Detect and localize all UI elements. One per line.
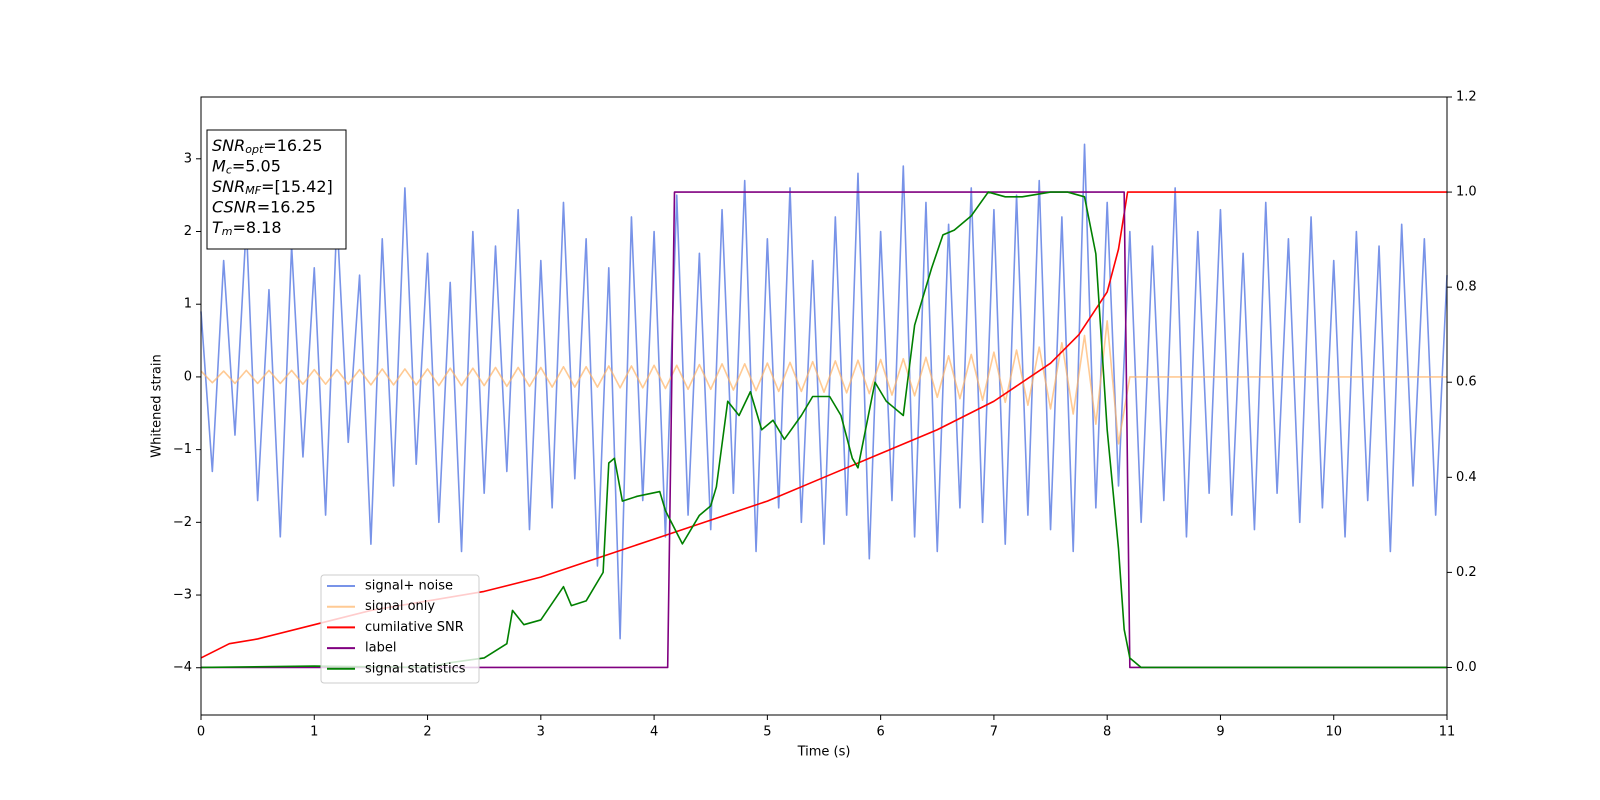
annotation-line: SNRopt=16.25 — [212, 136, 323, 157]
y2-tick-label: 1.2 — [1456, 90, 1477, 105]
annotation-symbol: T — [212, 218, 223, 237]
x-tick-label: 3 — [537, 725, 545, 740]
y-tick-label: 1 — [184, 297, 192, 312]
annotation-subscript: opt — [245, 143, 264, 156]
y-axis-label: Whitened strain — [150, 354, 165, 457]
annotation-subscript: MF — [245, 184, 261, 197]
y-tick-label: 0 — [184, 369, 192, 384]
annotation-symbol: SNR — [212, 136, 245, 155]
annotation-line: Tm=8.18 — [212, 218, 282, 239]
annotation-subscript: m — [222, 225, 233, 238]
annotation-value: =[15.42] — [261, 177, 333, 196]
y-tick-label: 3 — [184, 151, 192, 166]
legend-label: cumilative SNR — [365, 620, 464, 635]
x-axis-label: Time (s) — [797, 745, 851, 760]
legend-box — [320, 574, 480, 684]
annotation-line: CSNR=16.25 — [212, 197, 316, 216]
annotation-value: =8.18 — [233, 218, 282, 237]
x-tick-label: 8 — [1103, 725, 1111, 740]
annotation-symbol: SNR — [212, 177, 245, 196]
legend-label: label — [365, 641, 396, 656]
y2-tick-label: 1.0 — [1456, 185, 1477, 200]
y-tick-label: −2 — [173, 515, 192, 530]
legend-label: signal only — [365, 599, 435, 614]
legend-label: signal statistics — [365, 661, 466, 676]
annotation-value: =16.25 — [263, 136, 322, 155]
annotation-value: =5.05 — [232, 156, 281, 175]
legend-label: signal+ noise — [365, 579, 453, 594]
y2-tick-label: 0.0 — [1456, 660, 1477, 675]
annotation-subscript: c — [226, 164, 232, 177]
x-tick-label: 2 — [423, 725, 431, 740]
y-tick-label: −4 — [173, 660, 192, 675]
y-tick-label: −3 — [173, 588, 192, 603]
annotation-value: =16.25 — [257, 197, 316, 216]
x-tick-label: 5 — [763, 725, 771, 740]
y-tick-label: 2 — [184, 224, 192, 239]
x-tick-label: 6 — [876, 725, 884, 740]
x-tick-label: 10 — [1325, 725, 1342, 740]
annotation-line: Mc=5.05 — [212, 156, 281, 177]
x-tick-label: 9 — [1216, 725, 1224, 740]
x-tick-label: 4 — [650, 725, 658, 740]
x-tick-label: 0 — [197, 725, 205, 740]
series-line — [200, 191, 1447, 669]
annotation-symbol: CSNR — [212, 197, 257, 216]
x-tick-label: 11 — [1439, 725, 1456, 740]
y-tick-label: −1 — [173, 442, 192, 457]
series-line — [200, 320, 1447, 445]
annotation-symbol: M — [212, 156, 226, 175]
y2-tick-label: 0.2 — [1456, 565, 1477, 580]
annotation-line: SNRMF=[15.42] — [212, 177, 333, 198]
y2-tick-label: 0.6 — [1456, 375, 1477, 390]
y2-tick-label: 0.8 — [1456, 280, 1477, 295]
x-tick-label: 1 — [310, 725, 318, 740]
x-tick-label: 7 — [990, 725, 998, 740]
series-line — [200, 143, 1448, 640]
annotation-box — [206, 129, 347, 250]
plot-frame — [200, 96, 1448, 716]
y2-tick-label: 0.4 — [1456, 470, 1477, 485]
